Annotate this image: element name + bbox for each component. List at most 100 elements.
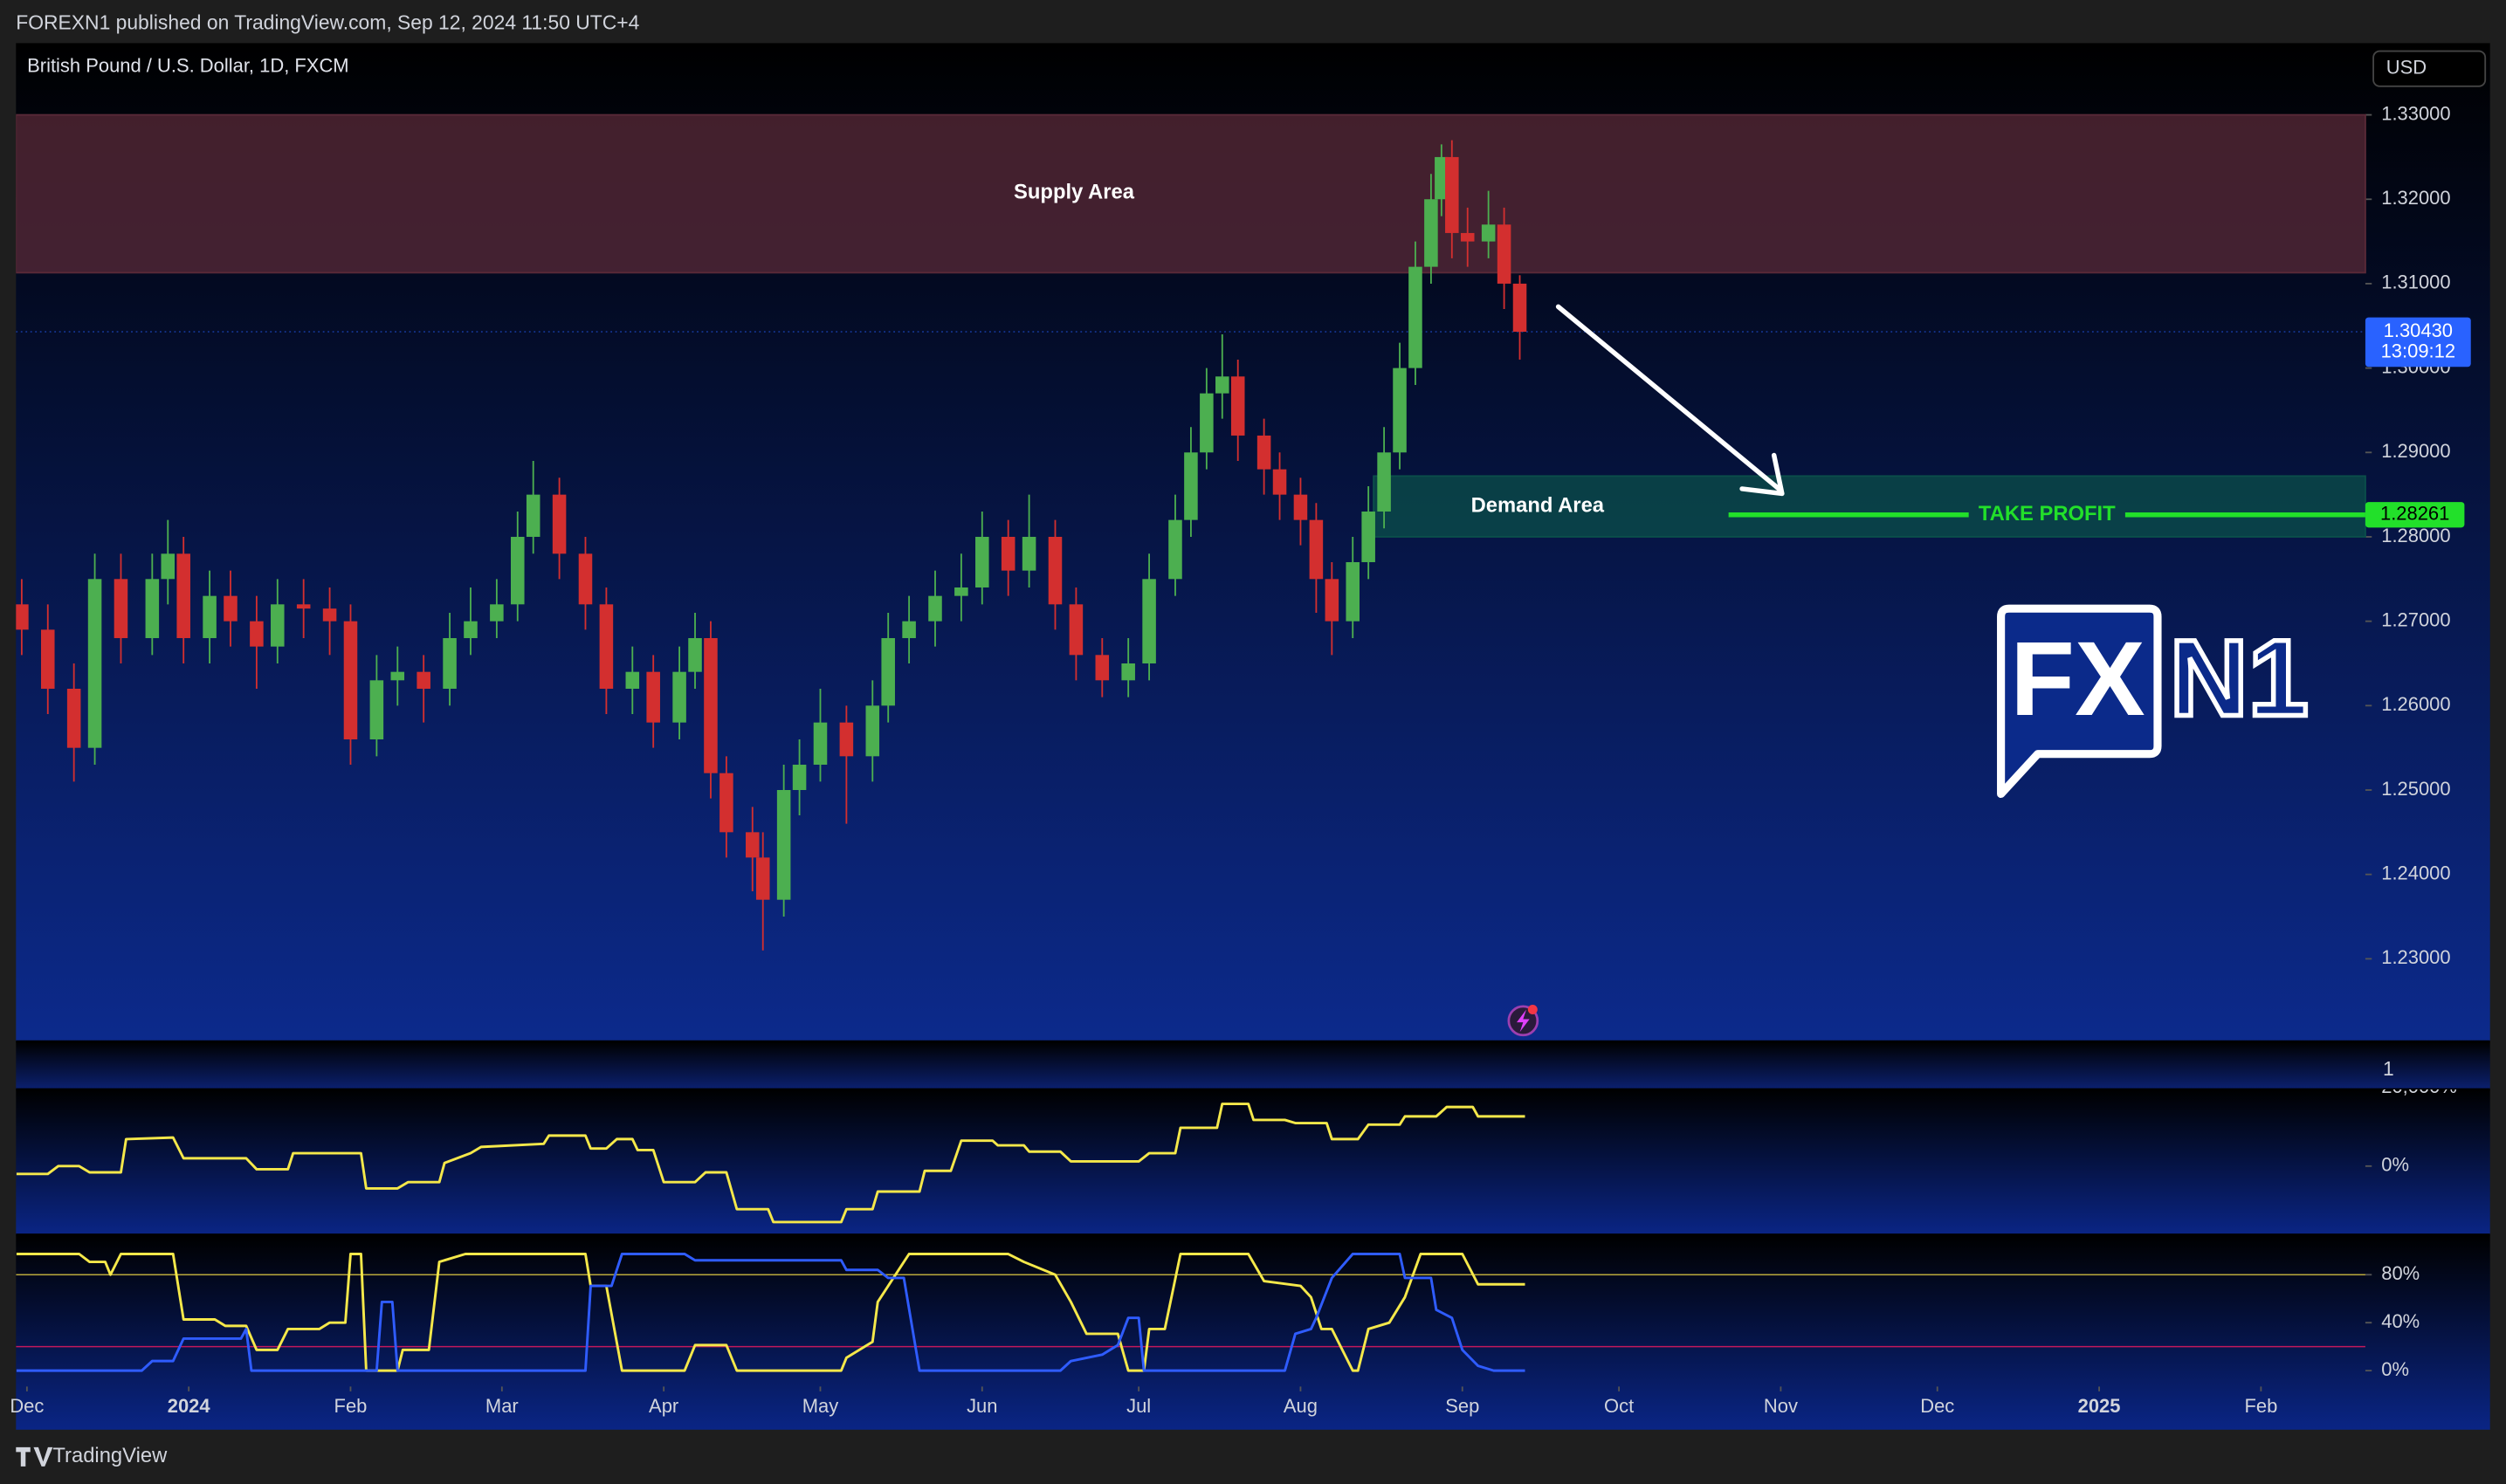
x-tick-label: Feb <box>334 1395 368 1417</box>
zone <box>16 113 2366 274</box>
y-tick-label: 0% <box>2381 1358 2409 1380</box>
indicator-pane <box>16 1089 2490 1235</box>
candle-body <box>1048 536 1063 605</box>
candle-body <box>1200 393 1214 453</box>
x-tick-label: May <box>802 1395 839 1417</box>
candle-body <box>746 832 760 858</box>
take-profit-label: TAKE PROFIT <box>1979 502 2116 526</box>
candle-body <box>1168 519 1182 580</box>
candle-body <box>776 790 791 900</box>
candle-body <box>490 604 504 622</box>
take-profit-axis-label: 1.28261 <box>2380 503 2449 525</box>
pane-label: 1 <box>2383 1057 2394 1080</box>
candle-body <box>839 722 854 757</box>
candle-body <box>755 857 770 900</box>
candle-body <box>975 536 989 587</box>
y-tick-label: 1.29000 <box>2381 440 2450 462</box>
candle-body <box>203 595 217 638</box>
y-tick-label: 1.27000 <box>2381 608 2450 630</box>
candle-body <box>250 621 264 647</box>
x-tick-label: Jul <box>1126 1395 1151 1417</box>
candle-body <box>928 595 942 622</box>
candle-body <box>1361 511 1375 562</box>
y-tick-label: 80% <box>2381 1262 2420 1284</box>
brand: TradingView <box>52 1444 168 1467</box>
candle-body <box>1435 156 1449 200</box>
oscillator-layer: 0% 40% 80% <box>16 1253 2420 1380</box>
candle-body <box>1481 224 1496 242</box>
candle-body <box>1512 283 1527 333</box>
candle-body <box>343 621 358 740</box>
zone <box>1373 475 2366 538</box>
indicator-line <box>16 1253 1525 1372</box>
arrow <box>1555 304 1781 491</box>
candle-body <box>813 722 828 766</box>
candle-body <box>902 621 916 638</box>
x-tick-label: Apr <box>649 1395 678 1417</box>
y-tick-label: 1.31000 <box>2381 271 2450 293</box>
event-icon-bolt <box>1517 1009 1530 1033</box>
logo-bubble <box>1997 604 2162 799</box>
y-tick-label: 1.28000 <box>2381 525 2450 546</box>
y-tick-label: 1.23000 <box>2381 946 2450 968</box>
candle-body <box>1497 224 1511 284</box>
logo-right: N1 <box>2170 618 2309 739</box>
x-tick-label: Dec <box>10 1395 44 1417</box>
candle-body <box>40 629 55 689</box>
candle-body <box>552 494 567 554</box>
candle-body <box>1460 232 1475 242</box>
x-tick-label: Sep <box>1445 1395 1479 1417</box>
indicator-line <box>16 1103 1525 1224</box>
x-tick-label: Dec <box>1920 1395 1954 1417</box>
candle-body <box>1424 199 1438 267</box>
x-tick-label: 2025 <box>2078 1395 2121 1417</box>
candle-body <box>1293 494 1308 520</box>
candle-body <box>87 579 102 748</box>
candle-body <box>1095 655 1110 681</box>
candle-body <box>1184 452 1198 520</box>
price-layer: 1.23000 1.24000 1.25000 1.26000 1.27000 1.280… <box>16 102 2471 968</box>
y-tick-label: 1.32000 <box>2381 187 2450 209</box>
candle-body <box>443 637 457 689</box>
overlay: FX N1 TradingView Dec 2024 Feb Mar Apr May Jun… <box>10 304 2311 1467</box>
x-tick-label: Nov <box>1764 1395 1798 1417</box>
candle-body <box>704 637 718 773</box>
candle-body <box>1272 469 1287 495</box>
x-tick-label: Oct <box>1604 1395 1634 1417</box>
candle-body <box>1142 579 1156 663</box>
candle-body <box>881 637 895 706</box>
candle-body <box>224 595 238 622</box>
x-tick-label: Feb <box>2244 1395 2277 1417</box>
candle-body <box>688 637 702 672</box>
candle-body <box>646 671 660 723</box>
currency[interactable]: USD <box>2386 56 2427 78</box>
symbol-title: British Pound / U.S. Dollar, 1D, FXCM <box>27 55 348 77</box>
zone-label: Supply Area <box>1014 181 1135 204</box>
currency-box[interactable] <box>2372 50 2487 87</box>
x-tick-label: Jun <box>967 1395 997 1417</box>
candle-body <box>599 604 614 689</box>
candle-body <box>1001 536 1015 571</box>
countdown: 13:09:12 <box>2381 340 2455 362</box>
candle-body <box>1325 579 1339 622</box>
oscillator-pane <box>16 1234 2490 1430</box>
y-tick-label: 0% <box>2381 1154 2409 1176</box>
candle-body <box>417 671 430 689</box>
y-tick-label: 20,000% <box>2381 1075 2457 1097</box>
candle-body <box>271 604 285 647</box>
take-profit-axis-box <box>2365 502 2465 528</box>
candle-body <box>1069 604 1084 656</box>
candle-body <box>322 608 337 622</box>
candle-body <box>1215 376 1229 394</box>
pane-separator <box>16 1041 2490 1090</box>
candle-body <box>719 773 733 833</box>
candle-body <box>578 553 593 605</box>
candle-body <box>1309 519 1324 580</box>
candle-body <box>865 705 880 757</box>
candle-body <box>672 671 686 723</box>
candle-body <box>526 494 540 537</box>
candle-body <box>511 536 525 605</box>
indicator-layer: 0% 20,000% <box>16 1075 2457 1224</box>
x-tick-label: Aug <box>1284 1395 1318 1417</box>
candle-body <box>176 553 190 638</box>
